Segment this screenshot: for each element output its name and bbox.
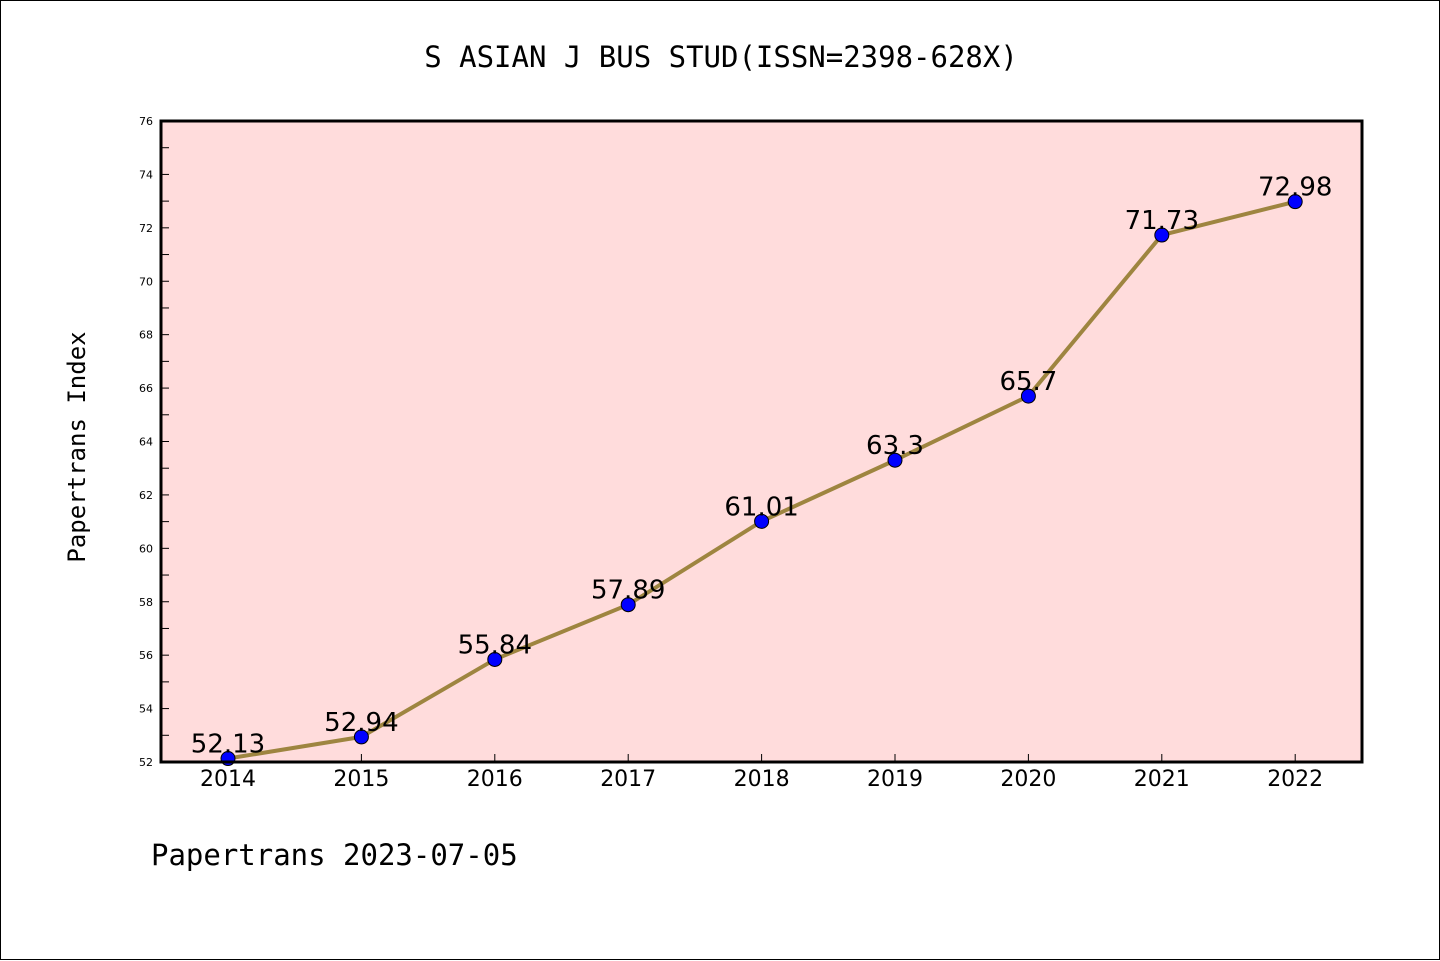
x-tick-label: 2014	[200, 767, 256, 792]
data-label: 63.3	[866, 431, 924, 461]
y-axis-ticks: 52 54 56 58 60 62 64 66 68 70 72 74 76	[139, 115, 169, 769]
plot-border	[159, 119, 1364, 764]
x-tick-label: 2022	[1267, 767, 1323, 792]
data-label: 71.73	[1125, 206, 1199, 236]
y-tick-label: 52	[139, 756, 153, 769]
data-markers	[220, 194, 1303, 767]
x-tick-label: 2016	[467, 767, 523, 792]
y-tick-label: 54	[139, 703, 153, 716]
x-tick-label: 2019	[867, 767, 923, 792]
x-axis-ticks: 2014 2015 2016 2017 2018 2019 2020 2021 2022	[200, 754, 1323, 792]
data-label: 72.98	[1258, 173, 1332, 203]
data-label: 52.13	[191, 730, 265, 760]
y-tick-label: 62	[139, 489, 153, 502]
data-point	[887, 452, 903, 468]
y-tick-label: 68	[139, 329, 153, 342]
y-tick-label: 76	[139, 115, 153, 128]
footer-text: Papertrans 2023-07-05	[151, 838, 518, 872]
y-tick-label: 60	[139, 542, 153, 555]
data-point	[1287, 194, 1303, 210]
data-point	[1154, 227, 1170, 243]
x-tick-label: 2018	[734, 767, 790, 792]
data-point	[353, 729, 369, 745]
x-tick-label: 2021	[1134, 767, 1190, 792]
chart-title: S ASIAN J BUS STUD(ISSN=2398-628X)	[424, 40, 1018, 74]
y-tick-label: 74	[139, 168, 153, 181]
y-tick-label: 66	[139, 382, 153, 395]
y-tick-label: 58	[139, 596, 153, 609]
x-tick-label: 2020	[1000, 767, 1056, 792]
data-point	[487, 651, 503, 667]
data-labels: 52.13 52.94 55.84 57.89 61.01 63.3 65.7 71.73 72…	[191, 173, 1333, 760]
data-label: 55.84	[458, 630, 532, 660]
x-tick-label: 2017	[600, 767, 656, 792]
y-tick-label: 64	[139, 436, 153, 449]
y-tick-label: 72	[139, 222, 153, 235]
data-label: 57.89	[591, 576, 665, 606]
data-label: 65.7	[999, 367, 1057, 397]
data-point	[1020, 388, 1036, 404]
data-label: 61.01	[724, 492, 798, 522]
data-point	[620, 597, 636, 613]
y-axis-label: Papertrans Index	[63, 331, 91, 562]
data-point	[754, 513, 770, 529]
y-tick-label: 56	[139, 649, 153, 662]
x-tick-label: 2015	[333, 767, 389, 792]
data-label: 52.94	[324, 708, 398, 738]
y-tick-label: 70	[139, 275, 153, 288]
